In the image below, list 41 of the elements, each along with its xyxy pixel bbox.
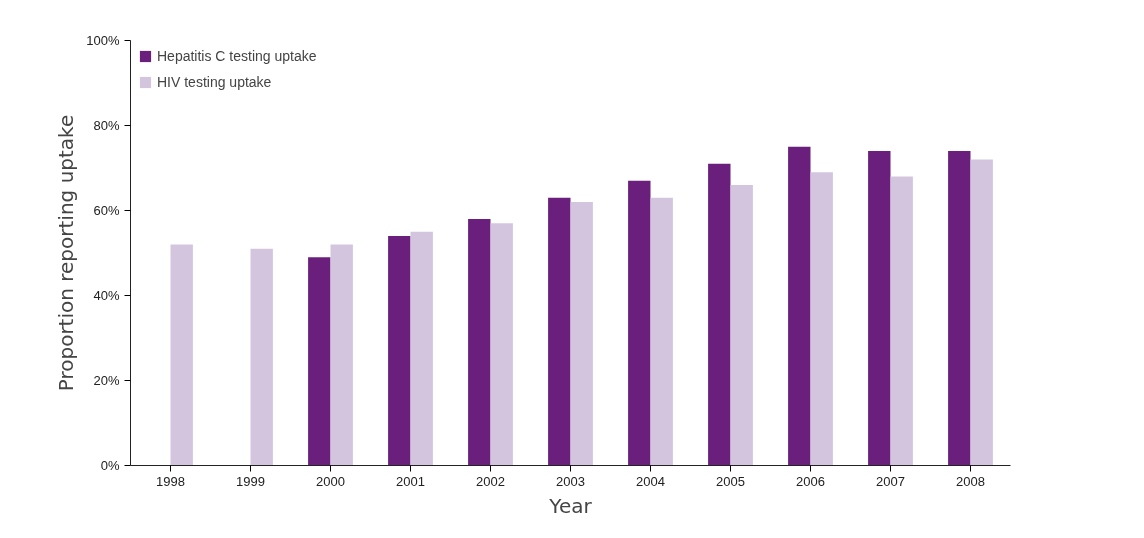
bar bbox=[548, 197, 571, 466]
y-tick-label: 40% bbox=[93, 288, 120, 303]
x-tick-label: 2007 bbox=[876, 473, 905, 489]
bar bbox=[330, 244, 353, 466]
bar bbox=[250, 248, 273, 466]
bar bbox=[868, 151, 891, 466]
x-axis-title: Year bbox=[548, 493, 593, 518]
bar bbox=[948, 151, 971, 466]
x-tick-label: 2008 bbox=[956, 473, 985, 489]
x-tick-label: 2001 bbox=[396, 473, 425, 489]
x-tick-label: 1999 bbox=[236, 473, 265, 489]
x-tick-label: 2005 bbox=[716, 473, 745, 489]
y-axis-title: Proportion reporting uptake bbox=[54, 114, 79, 392]
x-tick-label: 2004 bbox=[636, 473, 665, 489]
bar bbox=[810, 172, 833, 466]
x-tick-label: 2002 bbox=[476, 473, 505, 489]
bar bbox=[628, 180, 651, 466]
bar bbox=[970, 159, 993, 466]
y-tick-label: 20% bbox=[93, 373, 120, 388]
bar bbox=[170, 244, 193, 466]
y-tick-label: 0% bbox=[100, 458, 120, 473]
bar bbox=[650, 197, 673, 466]
bar bbox=[388, 236, 411, 466]
legend-label: HIV testing uptake bbox=[157, 74, 272, 90]
bar bbox=[410, 231, 433, 466]
y-tick-label: 80% bbox=[93, 118, 120, 133]
bar bbox=[730, 185, 753, 466]
bar bbox=[468, 219, 491, 466]
x-tick-label: 2006 bbox=[796, 473, 825, 489]
bar bbox=[490, 223, 513, 466]
bar bbox=[788, 146, 811, 466]
x-tick-label: 2000 bbox=[316, 473, 345, 489]
bar bbox=[708, 163, 731, 466]
x-tick-label: 1998 bbox=[156, 473, 185, 489]
bar bbox=[308, 257, 331, 466]
x-tick-label: 2003 bbox=[556, 473, 585, 489]
bar bbox=[570, 202, 593, 466]
y-tick-label: 60% bbox=[93, 203, 120, 218]
y-tick-label: 100% bbox=[86, 33, 120, 48]
legend-label: Hepatitis C testing uptake bbox=[157, 48, 317, 64]
bar bbox=[890, 176, 913, 466]
